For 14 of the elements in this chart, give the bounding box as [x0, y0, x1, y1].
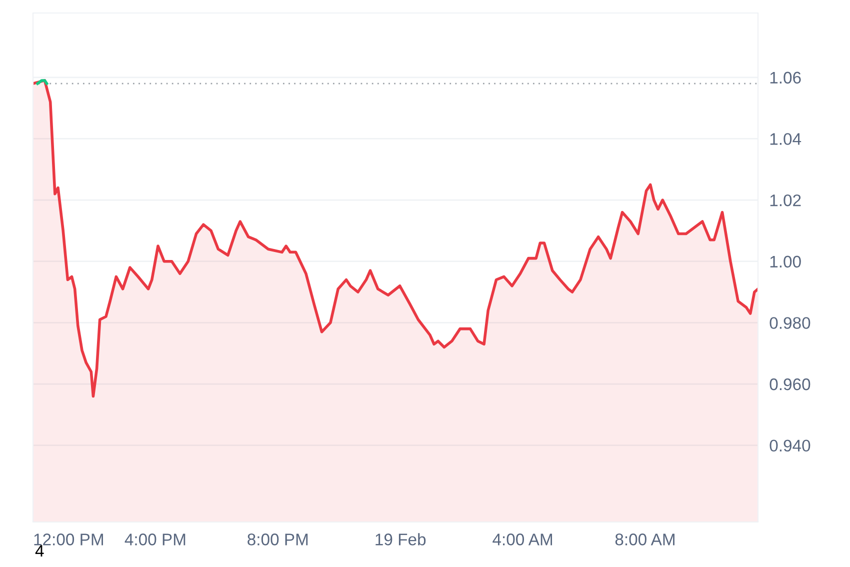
x-tick-label: 8:00 AM	[615, 534, 674, 546]
text: 4	[35, 545, 44, 557]
y-tick-label: 0.980	[770, 317, 810, 329]
x-tick-label: 4:00 PM	[124, 534, 186, 546]
y-tick-label: 1.00	[770, 256, 801, 268]
y-tick-label: 1.02	[770, 194, 801, 206]
x-tick-label: 12:00 PM	[34, 534, 103, 546]
y-tick-label: 1.06	[770, 72, 801, 84]
y-tick-label: 1.04	[770, 133, 802, 145]
y-tick-label: 0.940	[770, 440, 810, 452]
x-tick-label: 4:00 AM	[492, 534, 552, 546]
x-tick-label: 8:00 PM	[248, 534, 308, 546]
x-tick-label: 19 Feb	[376, 533, 426, 546]
y-tick-label: 0.960	[770, 378, 810, 390]
